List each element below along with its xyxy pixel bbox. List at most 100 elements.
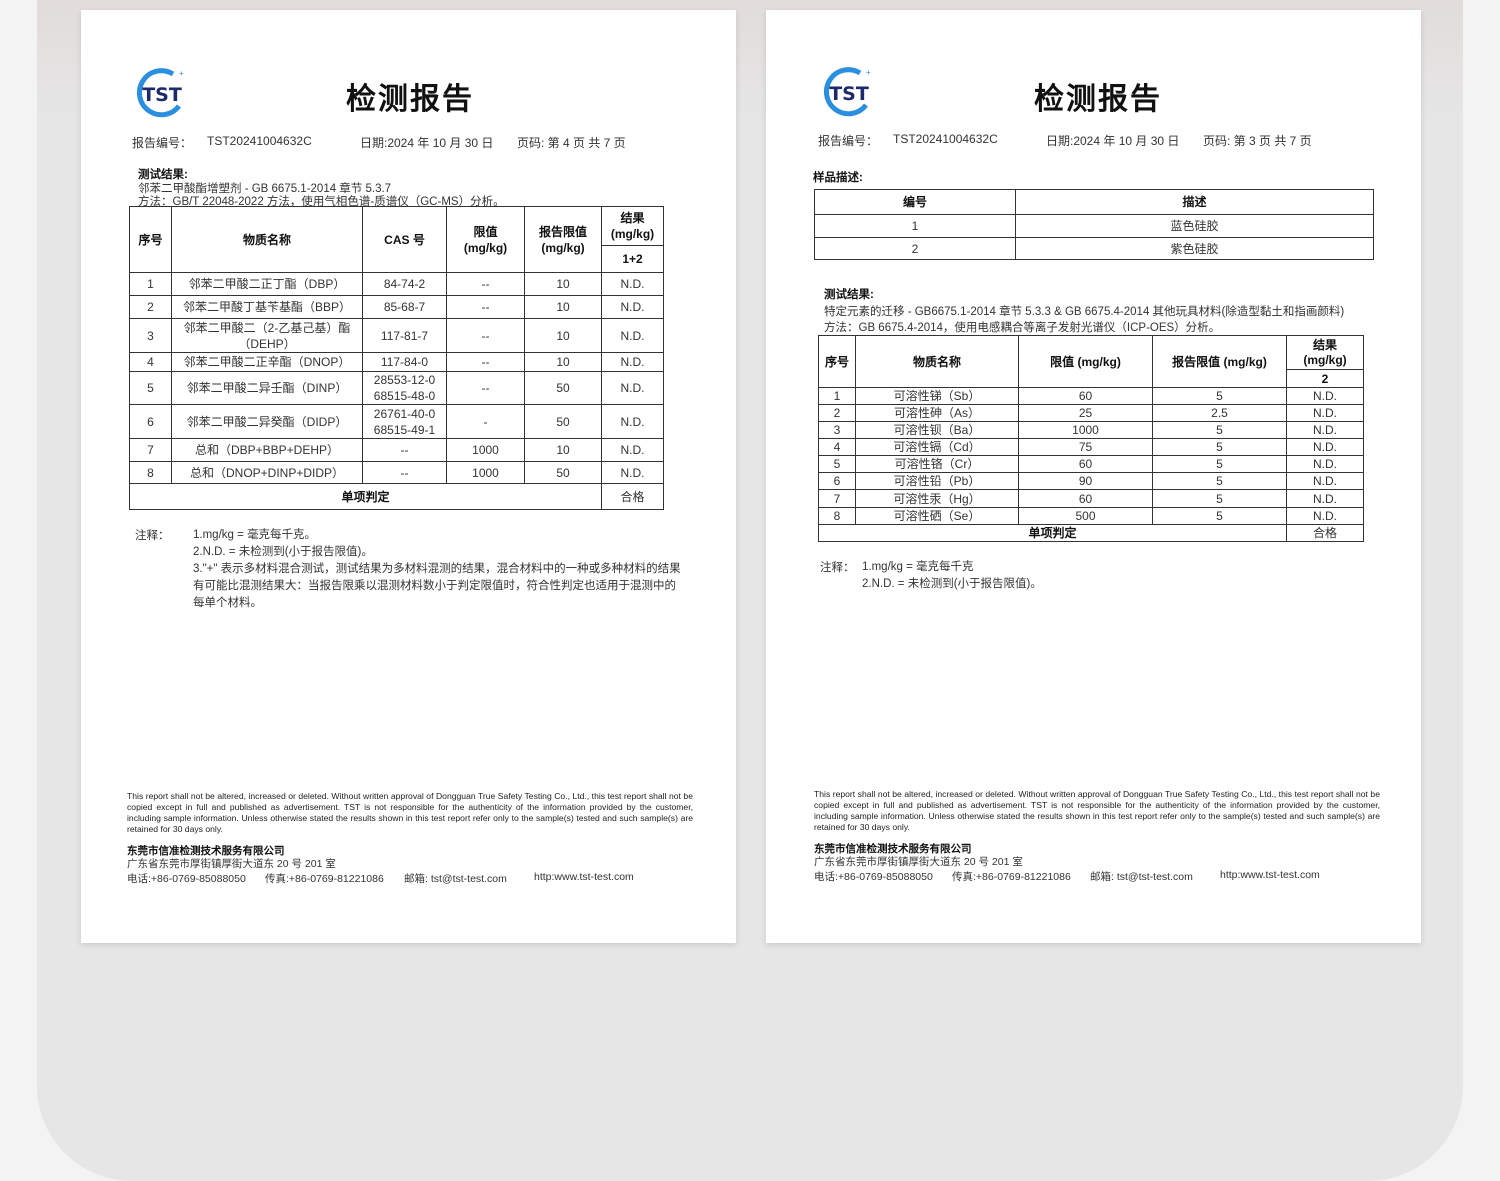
cas-number: -- bbox=[362, 461, 447, 484]
substance-name: 可溶性铬（Cr） bbox=[855, 455, 1019, 473]
page-title: 检测报告 bbox=[346, 82, 474, 117]
header-limit: 限值 (mg/kg) bbox=[1018, 335, 1153, 388]
limit: 90 bbox=[1018, 472, 1153, 490]
header-no: 序号 bbox=[129, 206, 172, 273]
row-no: 4 bbox=[818, 438, 856, 456]
report-date: 日期:2024 年 10 月 30 日 bbox=[360, 136, 494, 150]
limit: -- bbox=[446, 295, 525, 319]
substance-name: 可溶性铅（Pb） bbox=[855, 472, 1019, 490]
report-page-3: TST + 检测报告 报告编号： TST20241004632C 日期:2024… bbox=[766, 10, 1421, 943]
cas-number: 84-74-2 bbox=[362, 272, 447, 296]
fax: 传真:+86-0769-81221086 bbox=[952, 871, 1071, 883]
table-row: 4 可溶性镉（Cd） 75 5 N.D. bbox=[818, 438, 1364, 456]
sample-description: 蓝色硅胶 bbox=[1015, 214, 1374, 238]
result: N.D. bbox=[1286, 421, 1364, 439]
row-no: 5 bbox=[818, 455, 856, 473]
note: 2.N.D. = 未检测到(小于报告限值)。 bbox=[193, 546, 373, 558]
reporting-limit: 5 bbox=[1152, 489, 1287, 508]
substance-name: 总和（DBP+BBP+DEHP） bbox=[171, 438, 363, 462]
sample-table: 编号 描述 1 蓝色硅胶 2 紫色硅胶 bbox=[814, 189, 1374, 260]
limit: -- bbox=[446, 352, 525, 372]
reporting-limit: 2.5 bbox=[1152, 404, 1287, 422]
svg-text:+: + bbox=[866, 68, 871, 77]
header-reporting-limit: 报告限值 (mg/kg) bbox=[1152, 335, 1287, 388]
svg-text:TST: TST bbox=[142, 84, 182, 106]
reporting-limit: 5 bbox=[1152, 455, 1287, 473]
table-row: 6 可溶性铅（Pb） 90 5 N.D. bbox=[818, 472, 1364, 490]
row-no: 7 bbox=[129, 438, 172, 462]
limit: 500 bbox=[1018, 507, 1153, 525]
row-no: 6 bbox=[818, 472, 856, 490]
table-row: 7 总和（DBP+BBP+DEHP） -- 1000 10 N.D. bbox=[129, 438, 664, 462]
results-heading: 测试结果: bbox=[138, 169, 188, 181]
report-no: TST20241004632C bbox=[207, 134, 312, 148]
row-no: 2 bbox=[129, 295, 172, 319]
phone: 电话:+86-0769-85088050 bbox=[814, 871, 933, 883]
company-address: 广东省东莞市厚街镇厚街大道东 20 号 201 室 bbox=[127, 858, 336, 870]
element-migration-table: 序号 物质名称 限值 (mg/kg) 报告限值 (mg/kg) 结果 (mg/k… bbox=[818, 335, 1364, 542]
note: 有可能比混测结果大：当报告限乘以混测材料数小于判定限值时，符合性判定也适用于混测… bbox=[193, 580, 676, 592]
substance-name: 可溶性镉（Cd） bbox=[855, 438, 1019, 456]
svg-text:+: + bbox=[179, 69, 184, 78]
substance-name: 可溶性砷（As） bbox=[855, 404, 1019, 422]
website: http:www.tst-test.com bbox=[1220, 869, 1320, 881]
row-no: 3 bbox=[129, 318, 172, 353]
result: N.D. bbox=[1286, 404, 1364, 422]
page-number: 页码: 第 3 页 共 7 页 bbox=[1203, 134, 1312, 148]
result: N.D. bbox=[601, 295, 664, 319]
note: 每单个材料。 bbox=[193, 597, 262, 609]
reporting-limit: 50 bbox=[524, 371, 602, 405]
table-row: 2 可溶性砷（As） 25 2.5 N.D. bbox=[818, 404, 1364, 422]
table-row: 1 可溶性锑（Sb） 60 5 N.D. bbox=[818, 387, 1364, 405]
test-method: 方法：GB/T 22048-2022 方法，使用气相色谱-质谱仪（GC-MS）分… bbox=[138, 196, 505, 208]
header-substance: 物质名称 bbox=[171, 206, 363, 273]
verdict-label: 单项判定 bbox=[129, 483, 602, 510]
header-limit: 限值 (mg/kg) bbox=[446, 206, 525, 273]
company-address: 广东省东莞市厚街镇厚街大道东 20 号 201 室 bbox=[814, 856, 1023, 868]
notes: 1.mg/kg = 毫克每千克 2.N.D. = 未检测到(小于报告限值)。 bbox=[862, 559, 1042, 593]
limit: -- bbox=[446, 318, 525, 353]
reporting-limit: 10 bbox=[524, 352, 602, 372]
reporting-limit: 50 bbox=[524, 404, 602, 439]
report-no-label: 报告编号： bbox=[818, 134, 879, 148]
table-row: 3 邻苯二甲酸二（2-乙基己基）酯（DEHP） 117-81-7 -- 10 N.D. bbox=[129, 318, 664, 353]
table-row: 7 可溶性汞（Hg） 60 5 N.D. bbox=[818, 489, 1364, 508]
cas-number: 28553-12-0 68515-48-0 bbox=[362, 371, 447, 405]
substance-name: 可溶性钡（Ba） bbox=[855, 421, 1019, 439]
cas-number: 26761-40-0 68515-49-1 bbox=[362, 404, 447, 439]
row-no: 1 bbox=[818, 387, 856, 405]
header-sample: 2 bbox=[1286, 369, 1364, 388]
row-no: 8 bbox=[818, 507, 856, 525]
notes-label: 注释： bbox=[135, 530, 170, 542]
result: N.D. bbox=[601, 461, 664, 484]
report-no: TST20241004632C bbox=[893, 132, 998, 146]
reporting-limit: 5 bbox=[1152, 472, 1287, 490]
reporting-limit: 10 bbox=[524, 318, 602, 353]
limit: 1000 bbox=[446, 461, 525, 484]
page-title: 检测报告 bbox=[1034, 82, 1162, 117]
report-date: 日期:2024 年 10 月 30 日 bbox=[1046, 134, 1180, 148]
limit: 75 bbox=[1018, 438, 1153, 456]
substance-name: 可溶性硒（Se） bbox=[855, 507, 1019, 525]
results-heading: 测试结果: bbox=[824, 289, 874, 301]
test-standard: 邻苯二甲酸酯增塑剂 - GB 6675.1-2014 章节 5.3.7 bbox=[138, 183, 392, 195]
result: N.D. bbox=[601, 352, 664, 372]
notes: 1.mg/kg = 毫克每千克。 2.N.D. = 未检测到(小于报告限值)。 … bbox=[193, 527, 681, 612]
report-page-4: TST + 检测报告 报告编号： TST20241004632C 日期:2024… bbox=[81, 10, 736, 943]
reporting-limit: 5 bbox=[1152, 421, 1287, 439]
test-standard: 特定元素的迁移 - GB6675.1-2014 章节 5.3.3 & GB 66… bbox=[824, 306, 1345, 318]
tst-logo: TST + bbox=[136, 68, 184, 118]
result: N.D. bbox=[601, 318, 664, 353]
disclaimer: This report shall not be altered, increa… bbox=[127, 791, 693, 834]
table-row: 3 可溶性钡（Ba） 1000 5 N.D. bbox=[818, 421, 1364, 439]
reporting-limit: 50 bbox=[524, 461, 602, 484]
note: 3."+" 表示多材料混合测试，测试结果为多材料混测的结果，混合材料中的一种或多… bbox=[193, 563, 681, 575]
result: N.D. bbox=[601, 438, 664, 462]
limit: 60 bbox=[1018, 455, 1153, 473]
result: N.D. bbox=[1286, 387, 1364, 405]
table-row: 6 邻苯二甲酸二异癸酯（DIDP） 26761-40-0 68515-49-1-50… bbox=[129, 404, 664, 439]
substance-name: 邻苯二甲酸丁基苄基酯（BBP） bbox=[171, 295, 363, 319]
cas-number: 117-84-0 bbox=[362, 352, 447, 372]
email: 邮箱: tst@tst-test.com bbox=[404, 873, 507, 885]
row-no: 8 bbox=[129, 461, 172, 484]
